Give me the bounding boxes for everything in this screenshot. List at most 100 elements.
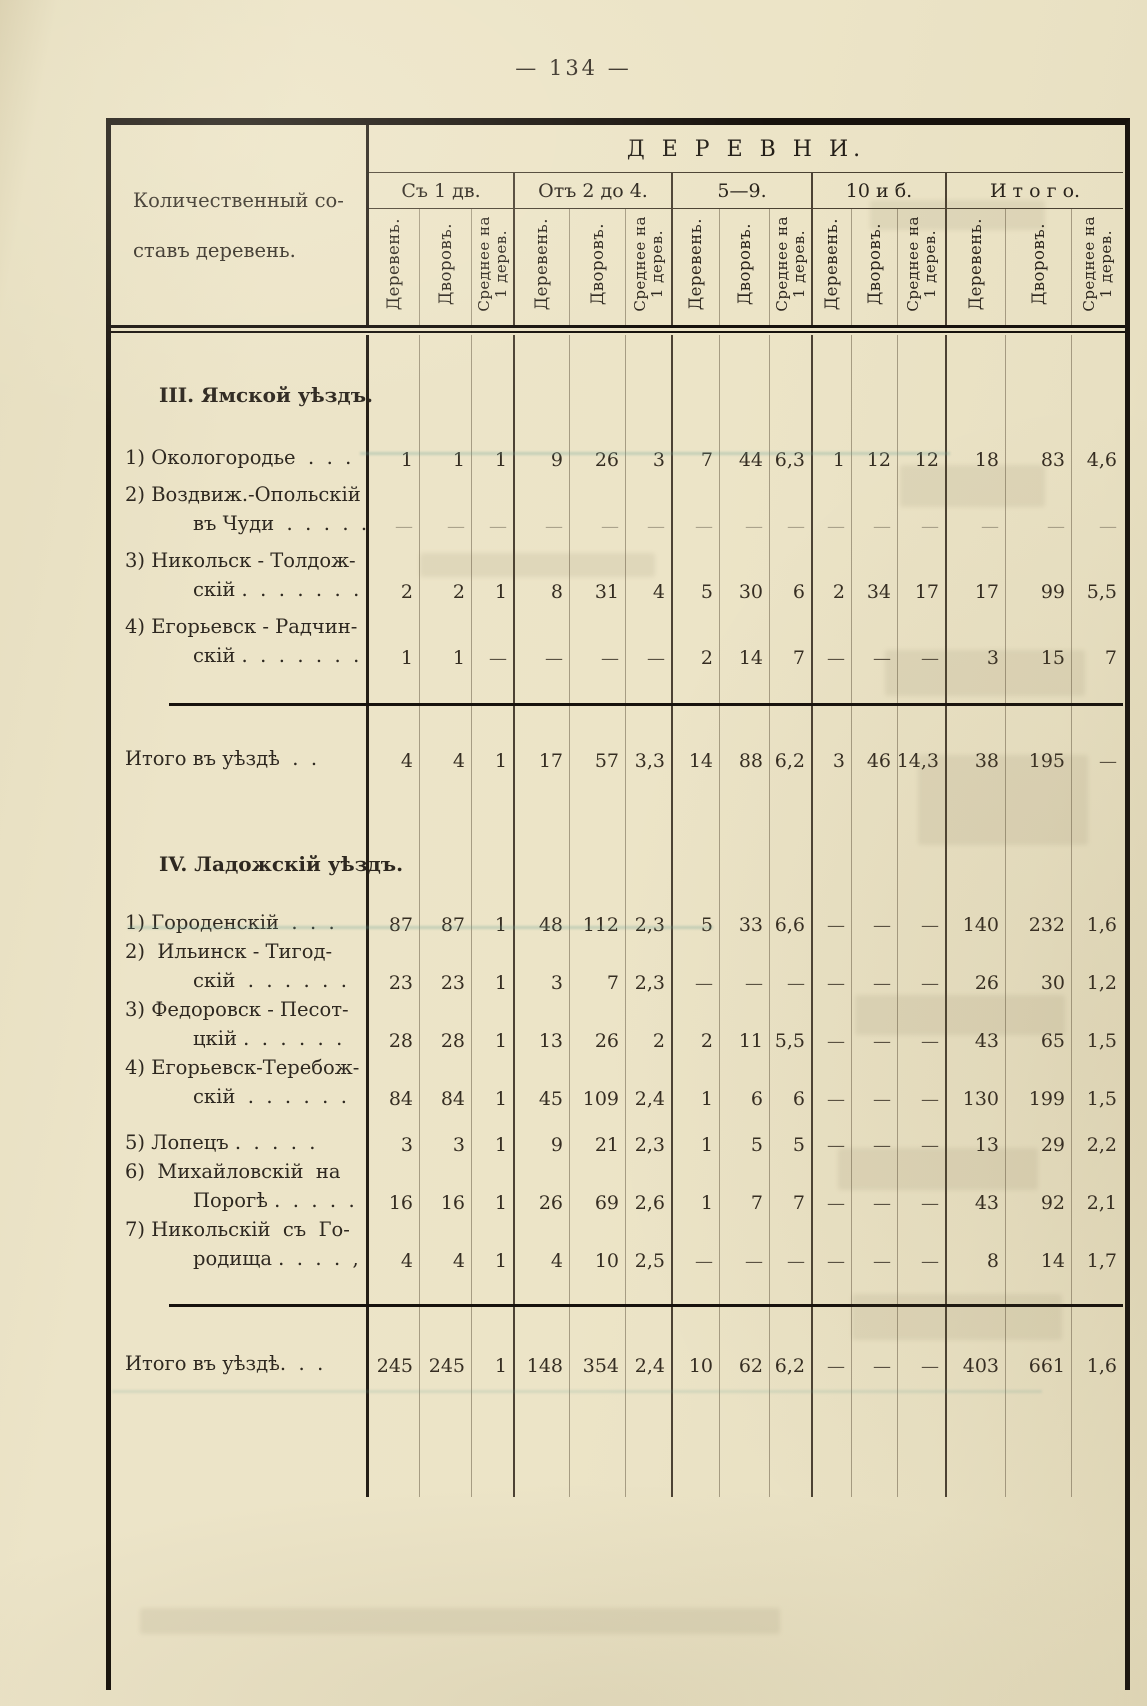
table-cell: 1,6 (1071, 898, 1123, 944)
table-cell: 5 (671, 898, 719, 944)
table-cell: 1 (400, 449, 413, 471)
table-cell (419, 1280, 471, 1304)
table-cell: 16 (419, 1164, 471, 1222)
table-cell: 7 (719, 1164, 769, 1222)
table-cell (569, 1385, 625, 1497)
table-row (111, 335, 1125, 375)
table-cell (625, 1307, 671, 1333)
table-cell: 7 (1071, 611, 1123, 677)
table-cell: — (897, 1118, 945, 1164)
table-cell (769, 677, 811, 703)
table-cell: 3 (513, 944, 569, 1002)
table-cell (719, 335, 769, 375)
table-cell (625, 886, 671, 898)
table-cell (671, 375, 719, 417)
total-row: Итого въ уѣздѣ. . . 245 245 1 148 354 2,4 10 62 6… (111, 1333, 1125, 1385)
table-cell: 1 (471, 728, 513, 780)
subcolumn-header: Дворовъ. (719, 209, 769, 325)
table-cell (369, 677, 419, 703)
data-row: 2) Воздвиж.-Опольскій въ Чуди . . . . . — —… (111, 479, 1125, 545)
table-cell: 65 (1005, 1002, 1071, 1060)
table-cell: 43 (945, 1164, 1005, 1222)
table-cell (897, 677, 945, 703)
table-cell: — (945, 479, 1005, 545)
table-cell (945, 706, 1005, 728)
table-cell (369, 1385, 419, 1497)
table-cell (811, 335, 851, 375)
table-cell (719, 706, 769, 728)
table-cell: 23 (388, 972, 413, 994)
table-cell (625, 417, 671, 427)
table-cell: 6,6 (769, 898, 811, 944)
table-body: III. Ямской уѣздъ. 1) Окологородье . . . 1… (111, 335, 1125, 1497)
table-cell: 4 (400, 1250, 413, 1272)
table-row (111, 1307, 1125, 1333)
row-label: 1) Городенскій . . . (125, 910, 335, 934)
table-cell: 245 (376, 1355, 413, 1377)
table-cell (945, 335, 1005, 375)
table-cell (513, 1385, 569, 1497)
table-cell: — (811, 479, 851, 545)
data-row: 6) Михайловскій на Порогѣ . . . . . 16 16 1 2… (111, 1160, 1125, 1222)
table-cell (625, 780, 671, 844)
table-cell (719, 1385, 769, 1497)
table-cell: 109 (569, 1060, 625, 1118)
table-cell: — (851, 479, 897, 545)
table-cell (419, 844, 471, 886)
subcolumn-header: Среднее на 1 дерев. (897, 209, 945, 325)
table-cell (625, 1280, 671, 1304)
table-cell (671, 677, 719, 703)
table-cell (471, 417, 513, 427)
table-cell: 8 (513, 545, 569, 611)
table-cell: 1 (471, 1333, 513, 1385)
table-cell: 5,5 (1071, 545, 1123, 611)
table-cell (369, 886, 419, 898)
table-cell: 26 (945, 944, 1005, 1002)
table-cell (811, 780, 851, 844)
table-cell (851, 886, 897, 898)
table-cell (945, 780, 1005, 844)
table-cell (1071, 1307, 1123, 1333)
table-cell (897, 886, 945, 898)
table-cell: — (851, 1222, 897, 1280)
row-label: 2) Воздвиж.-Опольскій въ Чуди . . . . . (125, 482, 368, 535)
table-cell: 28 (419, 1002, 471, 1060)
row-label (111, 1280, 366, 1304)
table-cell: — (811, 611, 851, 677)
table-cell (719, 886, 769, 898)
table-cell: — (811, 898, 851, 944)
table-cell (719, 844, 769, 886)
table-cell (769, 417, 811, 427)
table-cell (419, 1307, 471, 1333)
table-cell (897, 844, 945, 886)
table-cell (811, 677, 851, 703)
table-cell: 2,2 (1071, 1118, 1123, 1164)
table-cell: 2 (400, 581, 413, 603)
table-cell: — (1071, 479, 1123, 545)
group-header-2: 5—9. (671, 173, 811, 209)
table-header: Количественный со- ставъ деревень. Д Е Р… (111, 125, 1125, 325)
table-cell (569, 780, 625, 844)
table-cell: — (719, 1222, 769, 1280)
table-cell (369, 1280, 419, 1304)
table-cell: 57 (569, 728, 625, 780)
table-cell: 13 (513, 1002, 569, 1060)
table-cell (471, 375, 513, 417)
subcolumn-header: Среднее на 1 дерев. (769, 209, 811, 325)
table-cell (1005, 335, 1071, 375)
table-cell: 16 (388, 1192, 413, 1214)
table-cell (569, 335, 625, 375)
table-cell: 4 (513, 1222, 569, 1280)
row-label (111, 780, 366, 844)
page-number: — 134 — (515, 56, 632, 80)
table-cell (945, 677, 1005, 703)
subcolumn-header: Деревень. (513, 209, 569, 325)
table-cell: 6,2 (769, 1333, 811, 1385)
table-cell: 3 (945, 611, 1005, 677)
table-cell: 11 (719, 1002, 769, 1060)
table-cell (945, 375, 1005, 417)
table-cell: 1 (471, 545, 513, 611)
table-cell: — (419, 479, 471, 545)
table-cell (769, 1307, 811, 1333)
table-cell: 1,5 (1071, 1060, 1123, 1118)
